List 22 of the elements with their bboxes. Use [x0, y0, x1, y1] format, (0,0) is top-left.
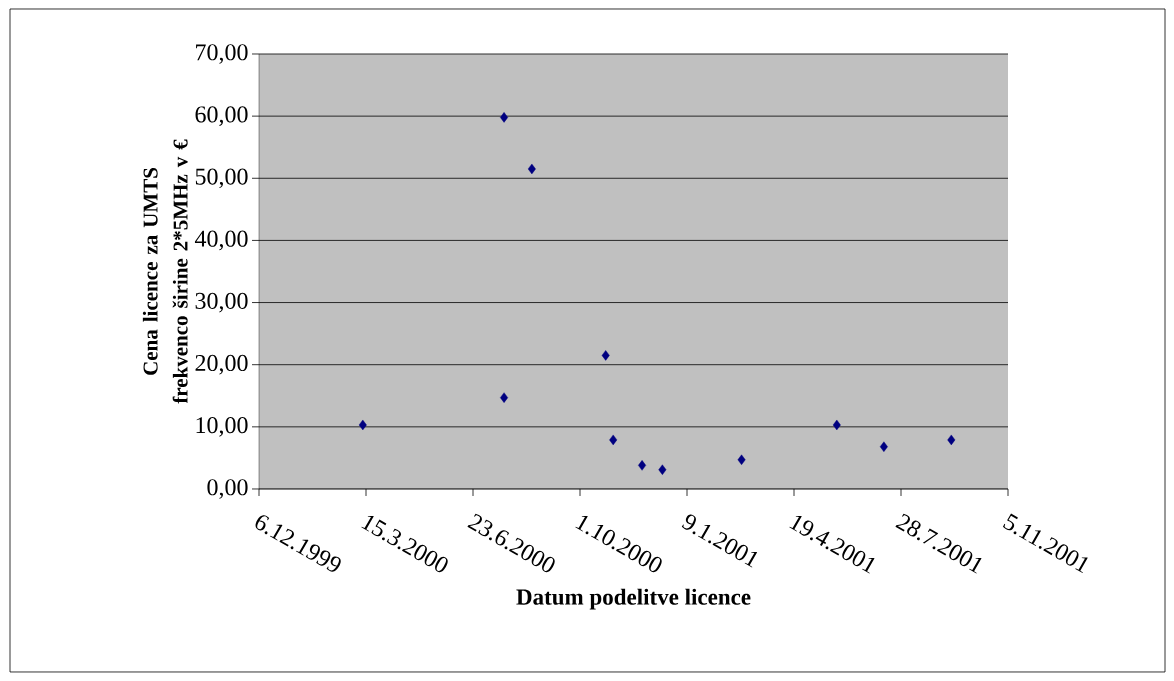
y-tick-label: 10,00	[196, 417, 248, 437]
y-tick-label: 60,00	[195, 106, 248, 126]
point	[947, 434, 956, 446]
y-tick-label: 70,00	[196, 44, 248, 64]
y-tick-label: 0,00	[207, 479, 248, 499]
point	[358, 419, 367, 431]
point	[500, 112, 508, 123]
point	[832, 419, 841, 431]
point	[658, 464, 667, 475]
x-axis-title: Datum podelitve licence	[516, 588, 751, 610]
point	[609, 434, 618, 446]
point	[879, 441, 888, 452]
y-tick-label: 30,00	[195, 292, 248, 313]
point	[527, 163, 536, 175]
y-tick-label: 40,00	[194, 230, 248, 251]
y-tick-label: 20,00	[195, 354, 248, 375]
point	[737, 454, 746, 465]
point	[500, 392, 508, 403]
point	[601, 350, 610, 361]
y-tick-label: 50,00	[195, 168, 248, 189]
point	[638, 460, 647, 471]
y-axis-title: Cena licence za UMTS frekvenco širine 2*5MHz v €	[142, 139, 188, 404]
